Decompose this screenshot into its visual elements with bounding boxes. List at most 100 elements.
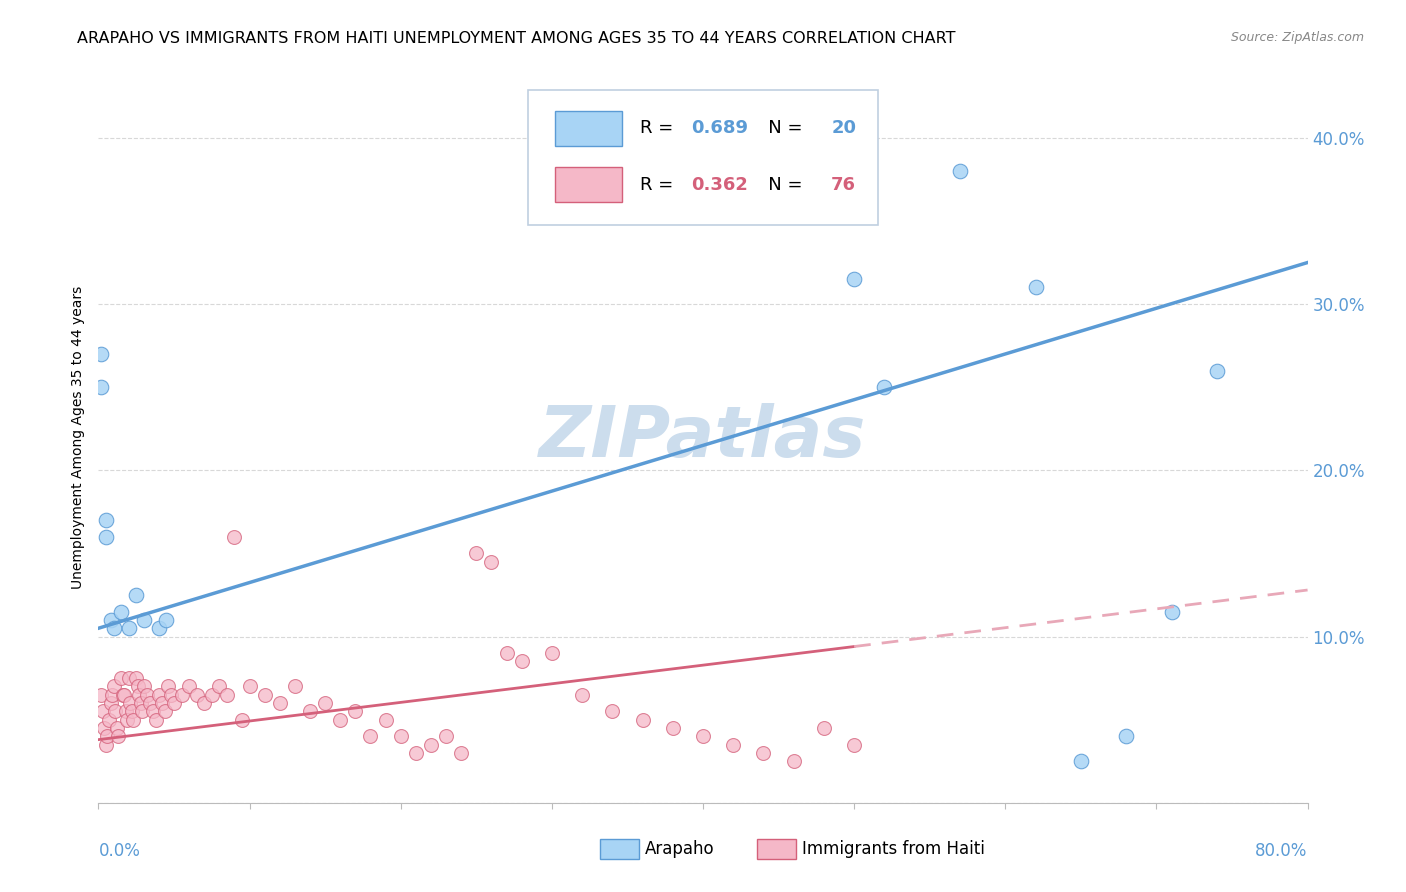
Point (104, 705, 127, 719)
Point (239, 680, 262, 694)
Point (118, 671, 141, 685)
Point (120, 696, 142, 710)
Text: Source: ZipAtlas.com: Source: ZipAtlas.com (1230, 31, 1364, 45)
Point (96, 729, 118, 743)
Point (90, 688, 112, 702)
Text: 20: 20 (831, 120, 856, 137)
Point (873, 380, 896, 394)
Point (389, 729, 412, 743)
Point (93, 721, 115, 735)
Point (374, 713, 396, 727)
Point (752, 746, 775, 760)
Point (145, 713, 167, 727)
Point (405, 746, 427, 760)
Point (360, 729, 382, 743)
Point (132, 613, 155, 627)
Point (1070, 754, 1092, 768)
Text: 80.0%: 80.0% (1256, 842, 1308, 860)
Point (215, 688, 238, 702)
Point (91, 705, 114, 719)
Point (344, 705, 367, 719)
Point (661, 721, 683, 735)
Point (148, 621, 170, 635)
Point (142, 705, 165, 719)
Point (98, 713, 121, 727)
Point (723, 738, 745, 752)
Text: R =: R = (640, 120, 679, 137)
Point (253, 688, 276, 702)
Point (571, 688, 593, 702)
Point (100, 696, 122, 710)
Point (94, 738, 117, 752)
FancyBboxPatch shape (600, 838, 638, 859)
Point (163, 696, 186, 710)
Point (495, 646, 517, 660)
Point (1160, 605, 1182, 619)
Point (125, 588, 148, 602)
Point (105, 721, 128, 735)
Point (201, 688, 224, 702)
Point (94, 513, 117, 527)
Text: 0.689: 0.689 (690, 120, 748, 137)
FancyBboxPatch shape (758, 838, 796, 859)
Point (103, 680, 125, 694)
Text: ARAPAHO VS IMMIGRANTS FROM HAITI UNEMPLOYMENT AMONG AGES 35 TO 44 YEARS CORRELAT: ARAPAHO VS IMMIGRANTS FROM HAITI UNEMPLO… (77, 31, 956, 46)
Point (314, 696, 336, 710)
Text: 0.0%: 0.0% (98, 842, 141, 860)
Point (121, 705, 143, 719)
Point (434, 729, 457, 743)
Point (540, 646, 562, 660)
Point (1024, 280, 1046, 294)
Point (420, 738, 443, 752)
Point (1115, 729, 1137, 743)
Point (101, 688, 124, 702)
Point (148, 688, 170, 702)
Point (110, 605, 132, 619)
Point (170, 688, 193, 702)
Point (94, 530, 117, 544)
Point (90, 347, 112, 361)
Text: N =: N = (751, 120, 808, 137)
Point (186, 688, 208, 702)
Point (150, 696, 173, 710)
Point (107, 729, 129, 743)
Point (127, 680, 149, 694)
Point (224, 530, 246, 544)
Point (1206, 363, 1229, 377)
Point (112, 688, 135, 702)
Text: R =: R = (640, 176, 679, 194)
Point (299, 705, 322, 719)
Point (128, 688, 150, 702)
Text: N =: N = (751, 176, 808, 194)
Point (129, 696, 152, 710)
Y-axis label: Unemployment Among Ages 35 to 44 years: Unemployment Among Ages 35 to 44 years (72, 285, 86, 589)
Text: 0.362: 0.362 (690, 176, 748, 194)
Point (139, 696, 162, 710)
Point (114, 705, 136, 719)
Point (329, 713, 352, 727)
Point (90, 380, 112, 394)
Point (118, 621, 141, 635)
Point (100, 613, 122, 627)
Point (602, 705, 624, 719)
Point (132, 680, 155, 694)
Point (231, 713, 253, 727)
Point (193, 696, 215, 710)
Point (450, 746, 472, 760)
Point (135, 688, 157, 702)
Point (111, 688, 134, 702)
Point (155, 613, 177, 627)
Point (208, 680, 231, 694)
FancyBboxPatch shape (527, 90, 879, 225)
Point (844, 738, 866, 752)
Point (156, 680, 179, 694)
Point (110, 671, 132, 685)
Point (122, 713, 145, 727)
Point (103, 621, 125, 635)
Point (631, 713, 654, 727)
Point (160, 688, 183, 702)
Point (949, 164, 972, 178)
Point (844, 272, 866, 286)
Point (465, 546, 488, 560)
Text: 76: 76 (831, 176, 856, 194)
